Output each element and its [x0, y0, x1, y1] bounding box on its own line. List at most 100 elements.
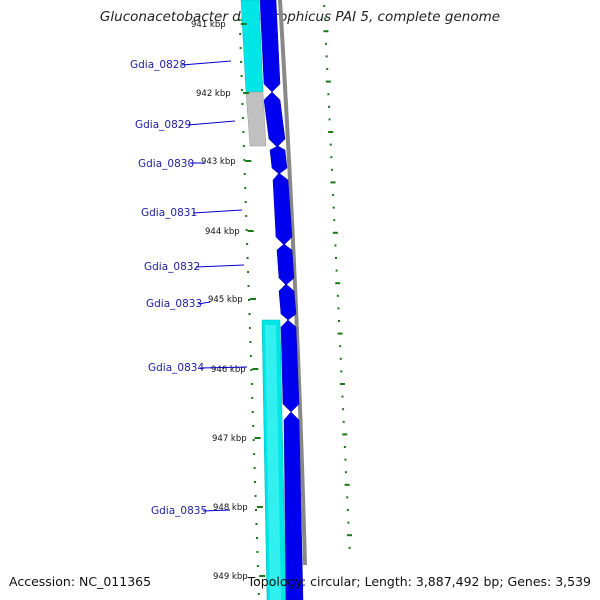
inner-tick [239, 47, 242, 49]
outer-tick [330, 156, 333, 159]
outer-tick [323, 17, 326, 20]
callout-line [199, 366, 248, 369]
gene-callout-gdia-0832[interactable]: Gdia_0832 [144, 261, 245, 273]
kbp-label: 942 kbp [196, 89, 231, 99]
outer-tick [323, 30, 329, 33]
inner-tick [257, 593, 260, 595]
outer-tick [341, 395, 344, 398]
outer-tick [337, 320, 340, 322]
inner-tick-ruler [238, 19, 260, 595]
callout-line [181, 60, 232, 66]
inner-tick [250, 369, 253, 371]
cds-gdia-0834 [280, 319, 300, 413]
inner-tick [238, 19, 241, 21]
inner-tick [241, 117, 244, 119]
kbp-major-tick [256, 506, 263, 508]
gene-callout-gdia-0829[interactable]: Gdia_0829 [135, 119, 236, 131]
outer-tick [339, 345, 342, 348]
inner-tick [241, 103, 244, 105]
outer-tick [339, 383, 345, 385]
outer-tick [325, 42, 328, 45]
inner-tick [245, 215, 248, 217]
gene-callout-gdia-0834[interactable]: Gdia_0834 [148, 362, 248, 374]
outer-tick [337, 307, 340, 310]
outer-tick [330, 168, 333, 171]
cds-gdia-0833 [278, 283, 297, 321]
callout-line [195, 264, 245, 268]
gene-label[interactable]: Gdia_0829 [135, 119, 191, 131]
kbp-label: 943 kbp [201, 157, 236, 167]
gene-label[interactable]: Gdia_0833 [146, 298, 202, 310]
gene-callout-gdia-0831[interactable]: Gdia_0831 [141, 207, 243, 219]
kbp-label: 945 kbp [208, 295, 243, 305]
outer-tick [327, 105, 330, 108]
outer-tick [325, 55, 328, 58]
inner-tick [255, 537, 258, 539]
gene-label[interactable]: Gdia_0828 [130, 59, 186, 71]
outer-tick [345, 471, 348, 474]
cds-gdia-0835 [283, 411, 304, 600]
cds-gdia-0831 [272, 172, 293, 246]
outer-tick [344, 483, 350, 486]
inner-tick [243, 159, 246, 161]
outer-tick-ruler [323, 5, 352, 549]
kbp-major-tick [252, 368, 259, 370]
kbp-major-tick [243, 92, 250, 94]
inner-tick [252, 439, 255, 441]
gene-label[interactable]: Gdia_0835 [151, 505, 207, 517]
inner-tick [242, 145, 245, 147]
gene-callout-gdia-0828[interactable]: Gdia_0828 [130, 59, 232, 71]
inner-tick [254, 481, 257, 483]
inner-tick [240, 61, 243, 63]
outer-tick [326, 68, 329, 70]
outer-tick [337, 332, 343, 335]
gene-callout-gdia-0830[interactable]: Gdia_0830 [138, 158, 205, 170]
cds-gdia-0832 [276, 243, 295, 286]
inner-tick [255, 523, 258, 525]
inner-tick [244, 201, 247, 203]
inner-tick [247, 285, 250, 287]
inner-tick [251, 397, 254, 399]
cds-gdia-0829 [263, 91, 286, 148]
kbp-major-tick [245, 160, 252, 162]
outer-tick [329, 143, 332, 146]
gene-callout-gdia-0835[interactable]: Gdia_0835 [151, 505, 231, 517]
outer-tick [344, 458, 347, 461]
outer-tick [327, 93, 330, 96]
outer-tick [333, 219, 336, 222]
inner-tick [248, 313, 251, 315]
kbp-label: 947 kbp [212, 434, 247, 444]
outer-tick [342, 420, 345, 423]
outer-tick [336, 294, 339, 297]
reverse-cds-upper [240, 0, 264, 93]
genome-backbone [278, 0, 307, 566]
gene-label[interactable]: Gdia_0832 [144, 261, 200, 273]
outer-tick [343, 446, 346, 448]
gene-label[interactable]: Gdia_0831 [141, 207, 197, 219]
inner-tick [249, 341, 252, 343]
reverse-cds-lower-inner [265, 325, 281, 600]
gene-label[interactable]: Gdia_0834 [148, 362, 204, 374]
kbp-major-tick [247, 230, 254, 232]
gene-callout-gdia-0833[interactable]: Gdia_0833 [146, 298, 211, 310]
inner-tick [256, 565, 259, 567]
cds-gdia-0828 [259, 0, 281, 93]
inner-tick [245, 229, 248, 231]
kbp-label: 941 kbp [191, 20, 226, 30]
callout-line [187, 120, 236, 126]
kbp-major-tick [240, 23, 247, 25]
gene-callouts[interactable]: Gdia_0828 Gdia_0829 Gdia_0830 Gdia_0831 Gdia… [130, 59, 248, 517]
outer-tick [346, 509, 349, 511]
cds-gdia-0830 [269, 145, 288, 175]
inner-tick [254, 495, 257, 497]
outer-tick [334, 244, 337, 247]
inner-tick [242, 131, 245, 133]
inner-tick [250, 383, 253, 385]
gene-label[interactable]: Gdia_0830 [138, 158, 194, 170]
kbp-label: 949 kbp [213, 572, 248, 582]
outer-tick [332, 194, 335, 196]
outer-tick [342, 433, 348, 436]
outer-tick [339, 357, 342, 360]
inner-tick [249, 355, 252, 357]
